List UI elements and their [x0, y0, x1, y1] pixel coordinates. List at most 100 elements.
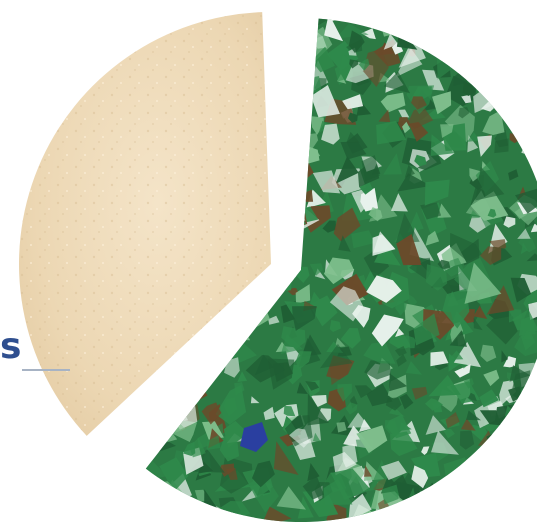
glass-shard: [442, 288, 470, 329]
glass-shard: [223, 333, 232, 342]
glass-shard: [332, 452, 357, 476]
glass-shard: [234, 382, 245, 396]
glass-shard: [383, 71, 411, 94]
glass-shard: [198, 18, 208, 22]
glass-shard: [425, 264, 448, 291]
glass-shard: [480, 344, 497, 362]
glass-shard: [335, 156, 359, 184]
glass-shard: [111, 424, 119, 432]
glass-shard: [289, 206, 306, 221]
glass-shard: [187, 392, 198, 399]
glass-shard: [310, 85, 340, 118]
glass-shard: [507, 112, 531, 124]
glass-shard: [273, 123, 292, 144]
glass-shard: [437, 259, 451, 270]
glass-shard: [510, 277, 532, 303]
glass-shard: [90, 491, 122, 523]
glass-shard: [411, 96, 427, 110]
glass-shard: [432, 91, 452, 115]
glass-shard: [454, 364, 471, 378]
glass-shard: [452, 32, 473, 54]
glass-shard: [493, 440, 506, 451]
blue-glass-shard: [240, 422, 268, 452]
glass-shard: [274, 100, 295, 120]
glass-shard: [509, 476, 524, 494]
glass-shard: [437, 203, 452, 218]
glass-shard: [446, 18, 462, 25]
glass-shard: [301, 76, 322, 94]
glass-shard: [268, 315, 280, 325]
glass-shard: [299, 41, 315, 57]
glass-shard: [407, 106, 434, 129]
glass-shard: [311, 46, 335, 73]
glass-shard: [445, 412, 460, 429]
glass-shard: [488, 223, 508, 254]
glass-shard: [467, 132, 480, 142]
glass-shard: [111, 17, 121, 28]
glass-shard: [393, 18, 425, 34]
glass-shard: [364, 360, 391, 380]
glass-shard: [295, 78, 314, 96]
glass-shard: [463, 378, 474, 389]
glass-shard: [208, 331, 225, 353]
glass-shard: [518, 461, 529, 471]
glass-shard: [173, 507, 191, 522]
glass-shard: [394, 346, 407, 357]
glass-shard: [504, 405, 515, 417]
glass-shard: [397, 496, 436, 522]
glass-shard: [470, 191, 509, 221]
glass-shard: [351, 230, 376, 249]
glass-shard: [508, 308, 523, 323]
glass-shard: [453, 477, 476, 506]
glass-shard: [158, 3, 170, 16]
glass-shard: [502, 18, 513, 23]
glass-shard: [440, 124, 454, 138]
glass-shard: [161, 491, 170, 499]
glass-shard: [312, 432, 321, 442]
glass-shard: [145, 395, 156, 422]
glass-shard: [113, 32, 124, 43]
glass-shard: [295, 284, 311, 304]
glass-shard: [322, 220, 337, 233]
glass-shard: [101, 44, 130, 60]
glass-shard: [157, 386, 193, 417]
glass-shard: [103, 491, 114, 508]
glass-shard: [112, 460, 142, 486]
glass-shard: [487, 85, 509, 104]
glass-shard: [299, 56, 314, 72]
glass-shard: [383, 153, 402, 175]
glass-shard: [481, 463, 494, 478]
glass-shard: [269, 212, 277, 226]
glass-shard: [398, 109, 410, 118]
glass-shard: [223, 397, 237, 417]
glass-shard: [473, 317, 483, 331]
glass-shard: [163, 415, 176, 427]
glass-shard: [283, 44, 304, 64]
glass-shard: [425, 398, 443, 411]
glass-shard: [262, 55, 290, 78]
glass-shard: [348, 112, 358, 123]
segment-label: s: [0, 326, 22, 367]
glass-shard: [492, 493, 505, 505]
glass-shard: [528, 301, 537, 320]
glass-shard: [331, 6, 340, 15]
glass-shard: [499, 380, 516, 406]
glass-shard: [386, 18, 396, 27]
glass-shard: [291, 414, 304, 430]
glass-shard: [465, 462, 492, 484]
glass-shard: [340, 328, 361, 349]
glass-shard: [108, 504, 128, 523]
glass-shard: [366, 383, 393, 407]
glass-shard: [298, 18, 316, 28]
glass-shard: [266, 159, 290, 184]
glass-shard: [279, 195, 308, 230]
glass-shard: [504, 18, 518, 20]
glass-shard: [456, 21, 469, 41]
glass-shard: [475, 456, 497, 473]
glass-shard: [383, 33, 399, 50]
glass-shard: [496, 446, 521, 476]
glass-shard: [469, 210, 481, 219]
glass-shard: [156, 396, 170, 412]
glass-shard: [121, 503, 139, 523]
glass-shard: [274, 146, 287, 161]
